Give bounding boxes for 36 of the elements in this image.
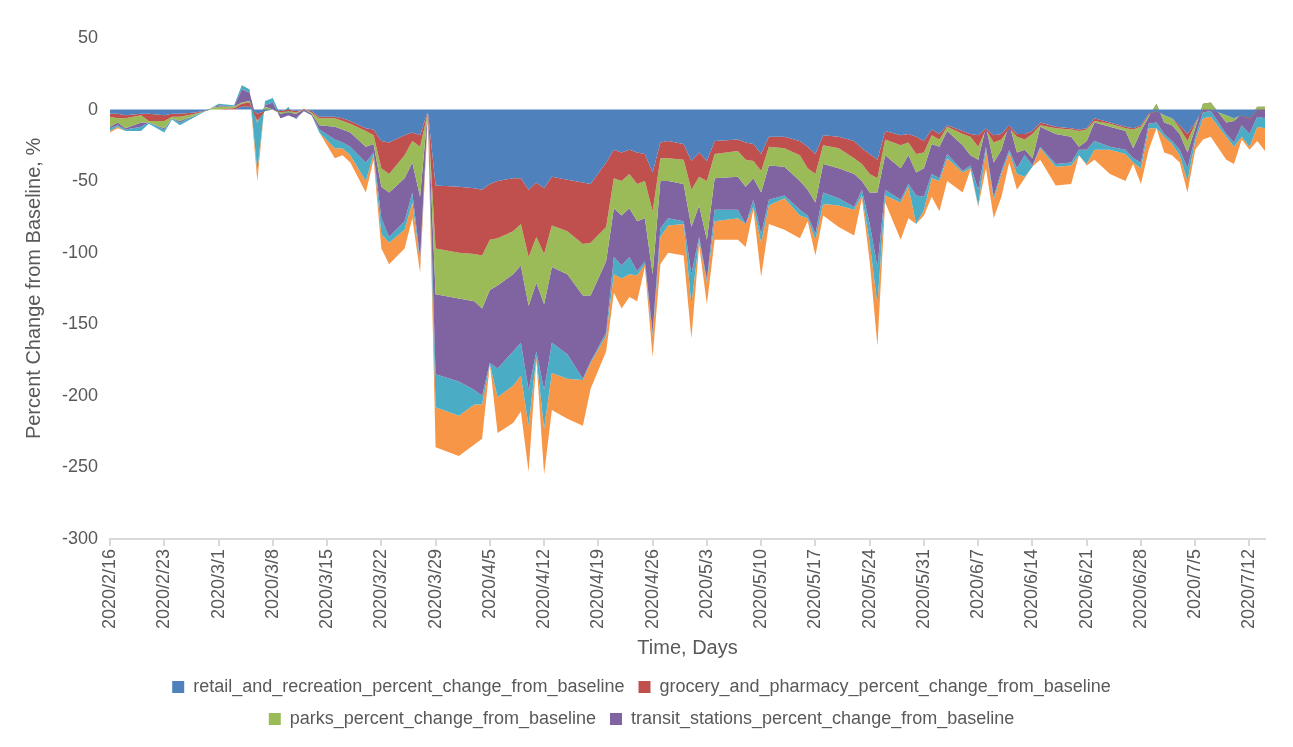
legend-label: retail_and_recreation_percent_change_from_baseline	[193, 675, 625, 697]
x-tick-label: 2020/4/12	[533, 548, 554, 629]
x-tick-label: 2020/3/29	[424, 548, 445, 629]
y-tick-label: -250	[62, 456, 99, 477]
y-tick-label: 50	[78, 26, 99, 47]
x-tick-label: 2020/3/15	[316, 548, 337, 629]
x-tick-label: 2020/2/23	[153, 548, 174, 629]
y-tick-label: -300	[62, 527, 99, 548]
x-tick-label: 2020/6/21	[1075, 548, 1096, 629]
legend-label: grocery_and_pharmacy_percent_change_from_baseline	[659, 675, 1111, 697]
x-tick-label: 2020/4/19	[587, 548, 608, 629]
y-tick-label: 0	[88, 98, 99, 119]
y-tick-label: -100	[62, 241, 99, 262]
y-axis-title: Percent Change from Baseline, %	[21, 137, 44, 440]
x-tick-label: 2020/5/10	[750, 548, 771, 629]
x-tick-label: 2020/6/7	[967, 548, 988, 619]
legend-label: parks_percent_change_from_baseline	[289, 707, 596, 729]
x-tick-label: 2020/5/3	[695, 548, 716, 619]
x-tick-label: 2020/3/8	[261, 548, 282, 619]
x-tick-label: 2020/3/1	[207, 548, 228, 619]
x-tick-label: 2020/2/16	[99, 548, 119, 629]
x-tick-label: 2020/6/28	[1129, 548, 1150, 629]
y-tick-label: -200	[62, 384, 99, 405]
x-tick-label: 2020/5/31	[912, 548, 933, 629]
y-tick-label: -150	[62, 313, 99, 334]
x-tick-label: 2020/4/26	[641, 548, 662, 629]
x-tick-label: 2020/6/14	[1021, 548, 1042, 629]
x-tick-label: 2020/7/5	[1184, 548, 1205, 619]
legend-label: transit_stations_percent_change_from_baseline	[630, 707, 1015, 729]
x-tick-label: 2020/7/12	[1238, 548, 1259, 629]
x-tick-label: 2020/5/24	[858, 548, 879, 629]
x-axis-title: Time, Days	[637, 635, 738, 658]
y-tick-label: -50	[72, 170, 99, 191]
x-tick-label: 2020/3/22	[370, 548, 391, 629]
x-tick-label: 2020/5/17	[804, 548, 825, 629]
x-tick-label: 2020/4/5	[478, 548, 499, 619]
